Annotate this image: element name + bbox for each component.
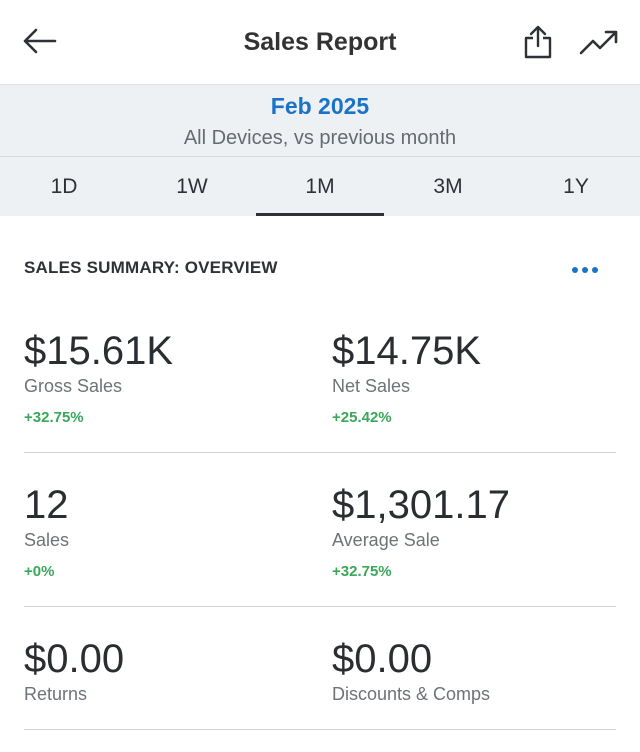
metric-average-sale: $1,301.17 Average Sale +32.75% — [332, 482, 612, 580]
metric-sales-count: 12 Sales +0% — [24, 482, 304, 580]
metric-label: Sales — [24, 530, 70, 550]
metric-value: $14.75K — [332, 329, 482, 373]
metric-change: +0% — [24, 563, 55, 580]
metric-label: Returns — [24, 684, 88, 704]
ellipsis-dot-icon — [592, 267, 598, 273]
tab-1y[interactable]: 1Y — [563, 174, 589, 198]
metric-change: +25.42% — [332, 409, 392, 426]
tab-1m[interactable]: 1M — [256, 157, 384, 216]
trend-up-icon — [579, 30, 618, 55]
metric-net-sales: $14.75K Net Sales +25.42% — [332, 328, 612, 426]
tab-1d[interactable]: 1D — [50, 174, 78, 198]
period-header: Feb 2025 All Devices, vs previous month — [0, 84, 640, 156]
metric-change: +32.75% — [332, 563, 392, 580]
metric-value: $1,301.17 — [332, 483, 510, 527]
metric-label: Average Sale — [332, 530, 440, 550]
tab-1w[interactable]: 1W — [176, 174, 208, 198]
metric-gross-sales: $15.61K Gross Sales +32.75% — [24, 328, 304, 426]
filter-description: All Devices, vs previous month — [183, 127, 457, 149]
metric-value: 12 — [24, 483, 69, 527]
metric-change: +32.75% — [24, 409, 84, 426]
row-divider — [24, 606, 616, 607]
metric-returns: $0.00 Returns — [24, 636, 304, 705]
page-title: Sales Report — [243, 28, 397, 56]
more-options-button[interactable] — [570, 260, 600, 280]
arrow-left-icon — [23, 28, 57, 54]
metric-label: Gross Sales — [24, 376, 123, 396]
ellipsis-dot-icon — [572, 267, 578, 273]
section-title: SALES SUMMARY: OVERVIEW — [24, 258, 278, 277]
row-divider — [24, 452, 616, 453]
row-divider — [24, 729, 616, 730]
trend-button[interactable] — [578, 24, 620, 60]
back-button[interactable] — [18, 22, 60, 60]
tab-3m[interactable]: 3M — [433, 174, 463, 198]
range-tabs: 1D 1W 1M 3M 1Y — [0, 156, 640, 216]
metric-discounts-comps: $0.00 Discounts & Comps — [332, 636, 612, 705]
period-selector[interactable]: Feb 2025 — [270, 93, 370, 119]
sales-summary-header: SALES SUMMARY: OVERVIEW — [24, 258, 616, 284]
metric-label: Discounts & Comps — [332, 684, 491, 704]
ellipsis-dot-icon — [582, 267, 588, 273]
top-nav-bar: Sales Report — [0, 0, 640, 84]
metric-label: Net Sales — [332, 376, 411, 396]
share-button[interactable] — [520, 22, 556, 62]
metric-value: $0.00 — [332, 637, 433, 681]
metric-value: $0.00 — [24, 637, 125, 681]
share-icon — [524, 25, 552, 59]
metric-value: $15.61K — [24, 329, 174, 373]
